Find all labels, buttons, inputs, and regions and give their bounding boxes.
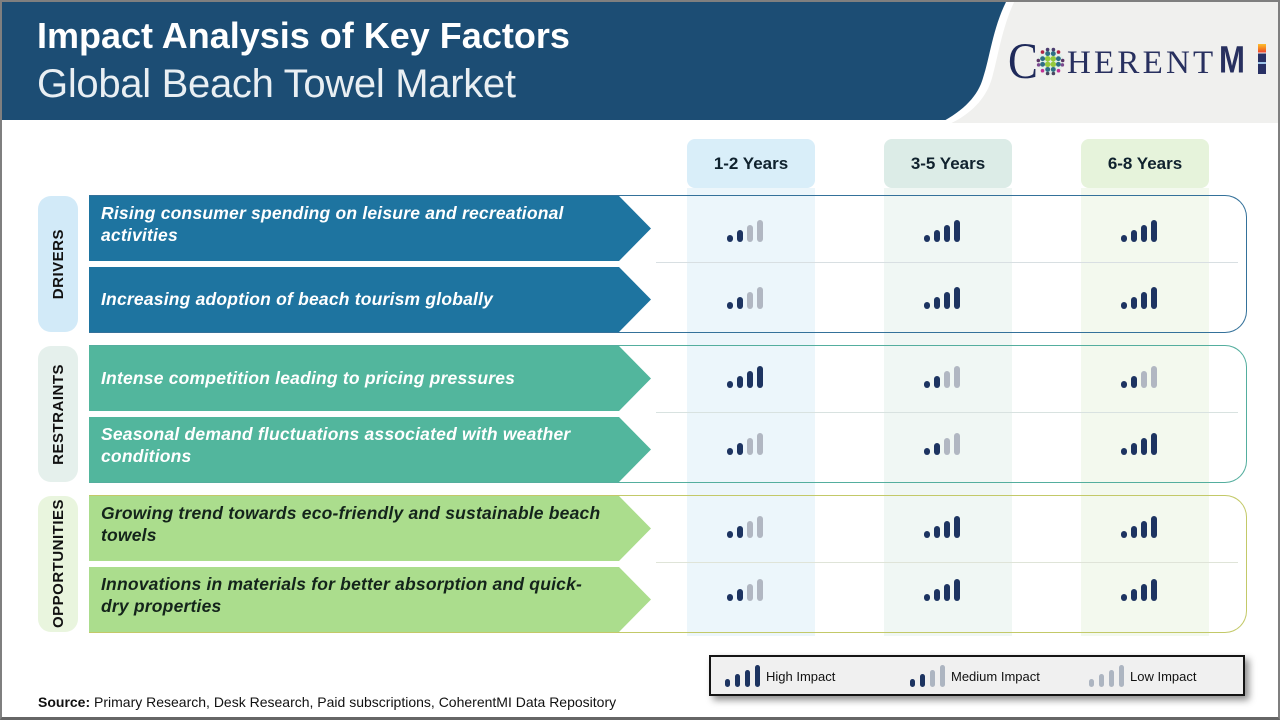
svg-text:C: C [1008,35,1038,90]
svg-text:HERENT: HERENT [1067,45,1216,81]
svg-text:M: M [1219,40,1245,82]
